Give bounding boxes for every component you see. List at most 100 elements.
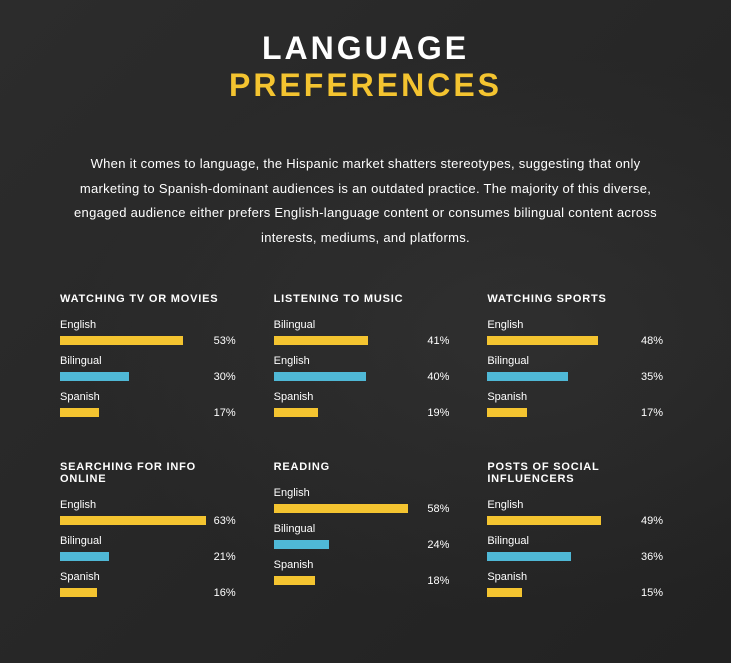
bar-fill bbox=[487, 336, 598, 345]
chart-title: READING bbox=[274, 461, 458, 473]
bar-wrap: 15% bbox=[487, 587, 671, 599]
bar-fill bbox=[274, 372, 366, 381]
bar-track bbox=[487, 408, 633, 417]
bar-track bbox=[274, 372, 420, 381]
bar-fill bbox=[274, 504, 408, 513]
bar-fill bbox=[274, 336, 369, 345]
bar-fill bbox=[487, 408, 526, 417]
bar-track bbox=[487, 372, 633, 381]
bar-fill bbox=[60, 552, 109, 561]
bar-label: Bilingual bbox=[274, 319, 458, 331]
chart-title: WATCHING TV OR MOVIES bbox=[60, 293, 244, 305]
chart-title: POSTS OF SOCIAL INFLUENCERS bbox=[487, 461, 671, 485]
bar-wrap: 17% bbox=[60, 407, 244, 419]
bar-row: Spanish 17% bbox=[487, 391, 671, 419]
bar-row: English 58% bbox=[274, 487, 458, 515]
bar-wrap: 36% bbox=[487, 551, 671, 563]
bar-label: Spanish bbox=[60, 391, 244, 403]
bar-fill bbox=[487, 588, 522, 597]
bar-fill bbox=[274, 540, 329, 549]
bar-label: Bilingual bbox=[60, 355, 244, 367]
chart-title: WATCHING SPORTS bbox=[487, 293, 671, 305]
bar-track bbox=[487, 552, 633, 561]
bar-track bbox=[60, 336, 206, 345]
chart-3: SEARCHING FOR INFO ONLINEEnglish63%Bilin… bbox=[60, 461, 244, 607]
bar-track bbox=[60, 516, 206, 525]
bar-value: 21% bbox=[214, 551, 244, 563]
intro-paragraph: When it comes to language, the Hispanic … bbox=[60, 152, 671, 251]
bar-label: Bilingual bbox=[274, 523, 458, 535]
bar-wrap: 40% bbox=[274, 371, 458, 383]
bar-label: Spanish bbox=[60, 571, 244, 583]
charts-grid: WATCHING TV OR MOVIES English 53% Bilingual… bbox=[60, 293, 671, 607]
bar-row: English63% bbox=[60, 499, 244, 527]
bar-wrap: 35% bbox=[487, 371, 671, 383]
bar-track bbox=[60, 372, 206, 381]
bar-track bbox=[60, 588, 206, 597]
bar-label: English bbox=[487, 499, 671, 511]
bar-value: 17% bbox=[214, 407, 244, 419]
bar-label: English bbox=[60, 319, 244, 331]
bar-wrap: 53% bbox=[60, 335, 244, 347]
bar-row: Spanish15% bbox=[487, 571, 671, 599]
title-block: LANGUAGE PREFERENCES bbox=[60, 30, 671, 104]
bar-wrap: 30% bbox=[60, 371, 244, 383]
bar-label: Spanish bbox=[274, 559, 458, 571]
bar-row: Spanish18% bbox=[274, 559, 458, 587]
bar-value: 40% bbox=[427, 371, 457, 383]
chart-title: LISTENING TO MUSIC bbox=[274, 293, 458, 305]
bar-row: Spanish 17% bbox=[60, 391, 244, 419]
bar-value: 53% bbox=[214, 335, 244, 347]
bar-track bbox=[60, 408, 206, 417]
bar-wrap: 16% bbox=[60, 587, 244, 599]
bar-row: English49% bbox=[487, 499, 671, 527]
bar-fill bbox=[60, 588, 97, 597]
chart-0: WATCHING TV OR MOVIES English 53% Bilingual… bbox=[60, 293, 244, 427]
bar-track bbox=[60, 552, 206, 561]
bar-wrap: 41% bbox=[274, 335, 458, 347]
bar-wrap: 19% bbox=[274, 407, 458, 419]
bar-wrap: 58% bbox=[274, 503, 458, 515]
chart-2: WATCHING SPORTS English 48% Bilingual 35% Spa… bbox=[487, 293, 671, 427]
bar-track bbox=[487, 588, 633, 597]
bar-label: Bilingual bbox=[60, 535, 244, 547]
bar-value: 58% bbox=[427, 503, 457, 515]
bar-wrap: 48% bbox=[487, 335, 671, 347]
bar-track bbox=[274, 576, 420, 585]
bar-row: Bilingual 41% bbox=[274, 319, 458, 347]
bar-wrap: 24% bbox=[274, 539, 458, 551]
bar-wrap: 17% bbox=[487, 407, 671, 419]
bar-label: English bbox=[487, 319, 671, 331]
bar-value: 19% bbox=[427, 407, 457, 419]
bar-value: 41% bbox=[427, 335, 457, 347]
bar-track bbox=[487, 336, 633, 345]
bar-fill bbox=[487, 516, 600, 525]
title-line-2: PREFERENCES bbox=[60, 67, 671, 104]
bar-fill bbox=[274, 576, 316, 585]
bar-value: 30% bbox=[214, 371, 244, 383]
bar-label: Spanish bbox=[487, 391, 671, 403]
bar-fill bbox=[60, 372, 129, 381]
bar-row: Spanish 16% bbox=[60, 571, 244, 599]
chart-1: LISTENING TO MUSIC Bilingual 41% English 40%… bbox=[274, 293, 458, 427]
bar-fill bbox=[60, 408, 99, 417]
bar-track bbox=[487, 516, 633, 525]
bar-fill bbox=[487, 552, 570, 561]
bar-label: Spanish bbox=[274, 391, 458, 403]
chart-5: POSTS OF SOCIAL INFLUENCERS English49% Bil… bbox=[487, 461, 671, 607]
bar-fill bbox=[60, 336, 183, 345]
bar-label: English bbox=[60, 499, 244, 511]
bar-value: 48% bbox=[641, 335, 671, 347]
bar-wrap: 21% bbox=[60, 551, 244, 563]
chart-4: READING English 58% Bilingual 24% Spanish18% bbox=[274, 461, 458, 607]
bar-label: English bbox=[274, 355, 458, 367]
bar-row: English 48% bbox=[487, 319, 671, 347]
bar-label: Bilingual bbox=[487, 535, 671, 547]
infographic-container: LANGUAGE PREFERENCES When it comes to la… bbox=[0, 0, 731, 627]
title-line-1: LANGUAGE bbox=[60, 30, 671, 67]
bar-fill bbox=[274, 408, 318, 417]
bar-row: Bilingual 24% bbox=[274, 523, 458, 551]
bar-value: 35% bbox=[641, 371, 671, 383]
bar-label: Bilingual bbox=[487, 355, 671, 367]
bar-label: English bbox=[274, 487, 458, 499]
